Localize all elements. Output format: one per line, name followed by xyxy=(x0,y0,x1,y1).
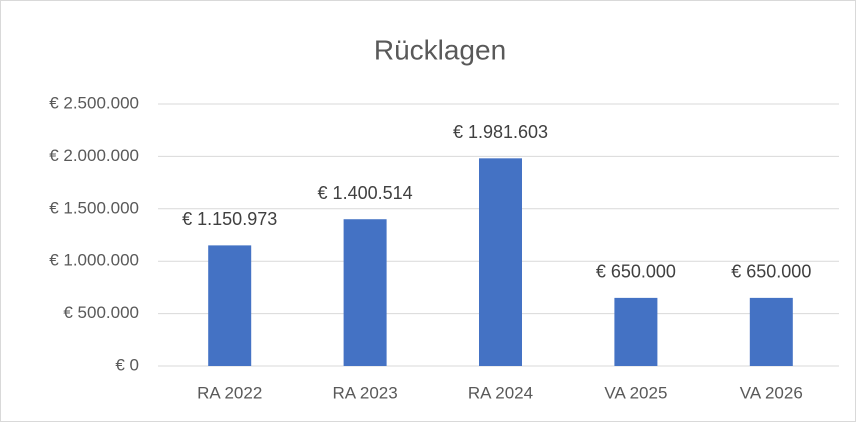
data-label: € 1.981.603 xyxy=(453,122,548,142)
y-tick-label: € 500.000 xyxy=(63,303,139,322)
x-tick-label: VA 2026 xyxy=(740,383,803,402)
bar xyxy=(343,219,387,366)
chart-title: Rücklagen xyxy=(374,34,506,65)
x-tick-label: RA 2022 xyxy=(197,383,262,402)
y-tick-label: € 0 xyxy=(115,355,139,374)
y-tick-label: € 1.500.000 xyxy=(49,198,139,217)
x-tick-label: RA 2023 xyxy=(332,383,397,402)
y-tick-label: € 2.000.000 xyxy=(49,146,139,165)
data-label: € 650.000 xyxy=(596,262,676,282)
bar xyxy=(479,158,522,366)
x-tick-label: VA 2025 xyxy=(604,383,667,402)
data-label: € 650.000 xyxy=(731,262,811,282)
bar xyxy=(749,297,793,366)
x-tick-label: RA 2024 xyxy=(468,383,533,402)
bar xyxy=(208,245,252,366)
data-label: € 1.150.973 xyxy=(182,209,277,229)
bar xyxy=(614,297,658,366)
y-tick-label: € 2.500.000 xyxy=(49,93,139,112)
data-label: € 1.400.514 xyxy=(318,183,413,203)
y-tick-label: € 1.000.000 xyxy=(49,251,139,270)
